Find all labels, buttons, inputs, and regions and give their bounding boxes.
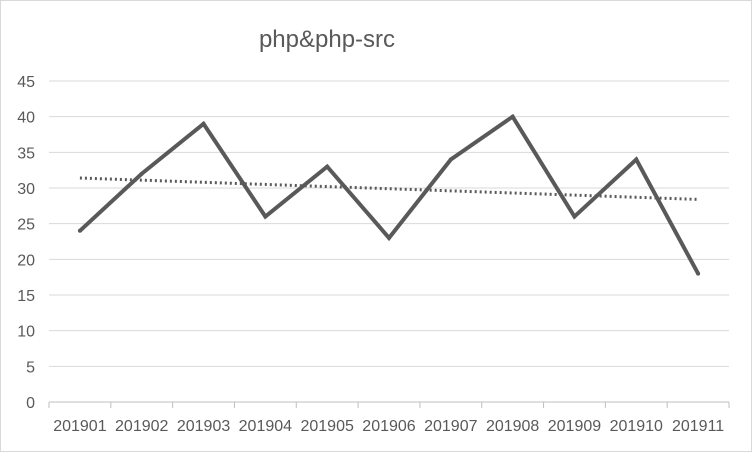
x-tick-label: 201911 (672, 418, 724, 435)
data-point (139, 171, 144, 176)
data-point (77, 228, 82, 233)
y-tick-label: 5 (26, 359, 35, 376)
data-point (634, 157, 639, 162)
y-tick-label: 40 (17, 110, 35, 127)
data-point (696, 271, 701, 276)
data-point (325, 164, 330, 169)
gridlines (49, 80, 729, 367)
x-tick-label: 201903 (177, 418, 230, 435)
chart-title: php&php-src (259, 26, 395, 53)
y-tick-label: 25 (17, 217, 35, 234)
x-tick-label: 201907 (424, 418, 477, 435)
data-point (448, 157, 453, 162)
x-tick-label: 201905 (300, 418, 353, 435)
data-point (201, 121, 206, 126)
x-tick-label: 201902 (115, 418, 168, 435)
x-tick-label: 201904 (239, 418, 292, 435)
x-axis (48, 401, 730, 408)
x-tick-label: 201909 (548, 418, 601, 435)
y-tick-label: 20 (17, 252, 35, 269)
y-tick-label: 30 (17, 181, 35, 198)
x-tick-label: 201901 (53, 418, 106, 435)
series-lines (77, 113, 701, 276)
y-tick-label: 35 (17, 145, 35, 162)
x-axis-ticks: 201901 201902 201903 201904 201905 201906 2019… (53, 418, 724, 435)
x-tick-label: 201910 (610, 418, 663, 435)
data-point (510, 114, 515, 119)
y-tick-label: 10 (17, 324, 35, 341)
y-tick-label: 45 (17, 74, 35, 91)
trendline-series (79, 176, 699, 201)
x-tick-label: 201906 (362, 418, 415, 435)
data-point (572, 214, 577, 219)
y-axis-ticks: 0 5 10 15 20 25 30 35 40 45 (17, 74, 35, 412)
x-tick-label: 201908 (486, 418, 539, 435)
trendline (79, 176, 699, 201)
y-tick-label: 0 (26, 395, 35, 412)
data-point (387, 235, 391, 240)
data-series (77, 113, 701, 276)
data-point (263, 214, 268, 219)
y-tick-label: 15 (17, 288, 35, 305)
